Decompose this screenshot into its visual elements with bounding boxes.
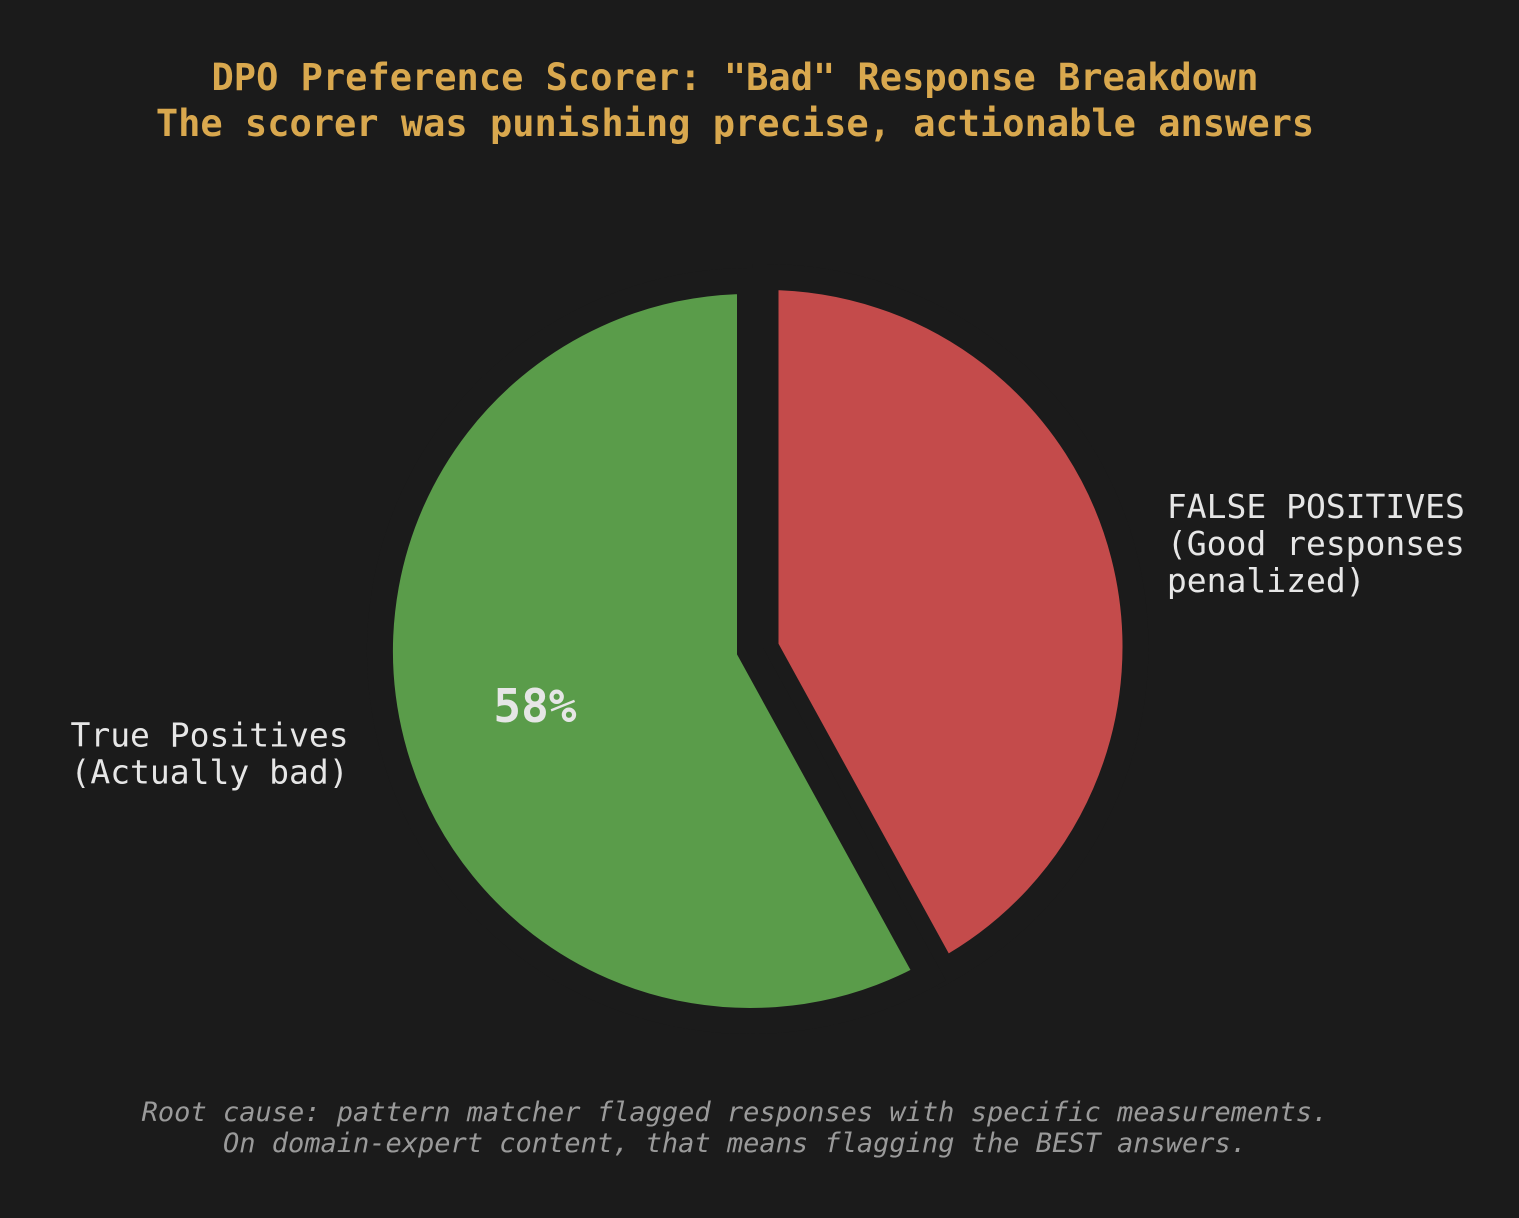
pie-slice-0 — [752, 264, 1149, 989]
slice-label-line: FALSE POSITIVES — [1167, 487, 1465, 526]
footnote-line-1: Root cause: pattern matcher flagged resp… — [142, 1097, 1329, 1128]
slice-label-1: True Positives (Actually bad) — [70, 716, 348, 792]
chart-title-line-1: DPO Preference Scorer: "Bad" Response Br… — [212, 56, 1259, 99]
slice-label-0: FALSE POSITIVES (Good responses penalized) — [1167, 487, 1465, 600]
chart-title-line-2: The scorer was punishing precise, action… — [156, 102, 1314, 145]
pie-slices — [367, 264, 1149, 1034]
pie-labels: FALSE POSITIVES (Good responses penalized)… — [70, 487, 1464, 792]
pie-slice-1 — [367, 267, 946, 1034]
chart-footnote: Root cause: pattern matcher flagged resp… — [142, 1097, 1329, 1159]
footnote-line-2: On domain-expert content, that means fla… — [223, 1128, 1247, 1159]
slice-label-line: penalized) — [1167, 561, 1366, 600]
chart-title: DPO Preference Scorer: "Bad" Response Br… — [156, 56, 1314, 145]
slice-label-line: (Actually bad) — [70, 753, 348, 792]
slice-pct-label-1: 58% — [493, 679, 576, 733]
slice-label-line: (Good responses — [1167, 524, 1465, 563]
slice-label-line: True Positives — [70, 716, 348, 755]
